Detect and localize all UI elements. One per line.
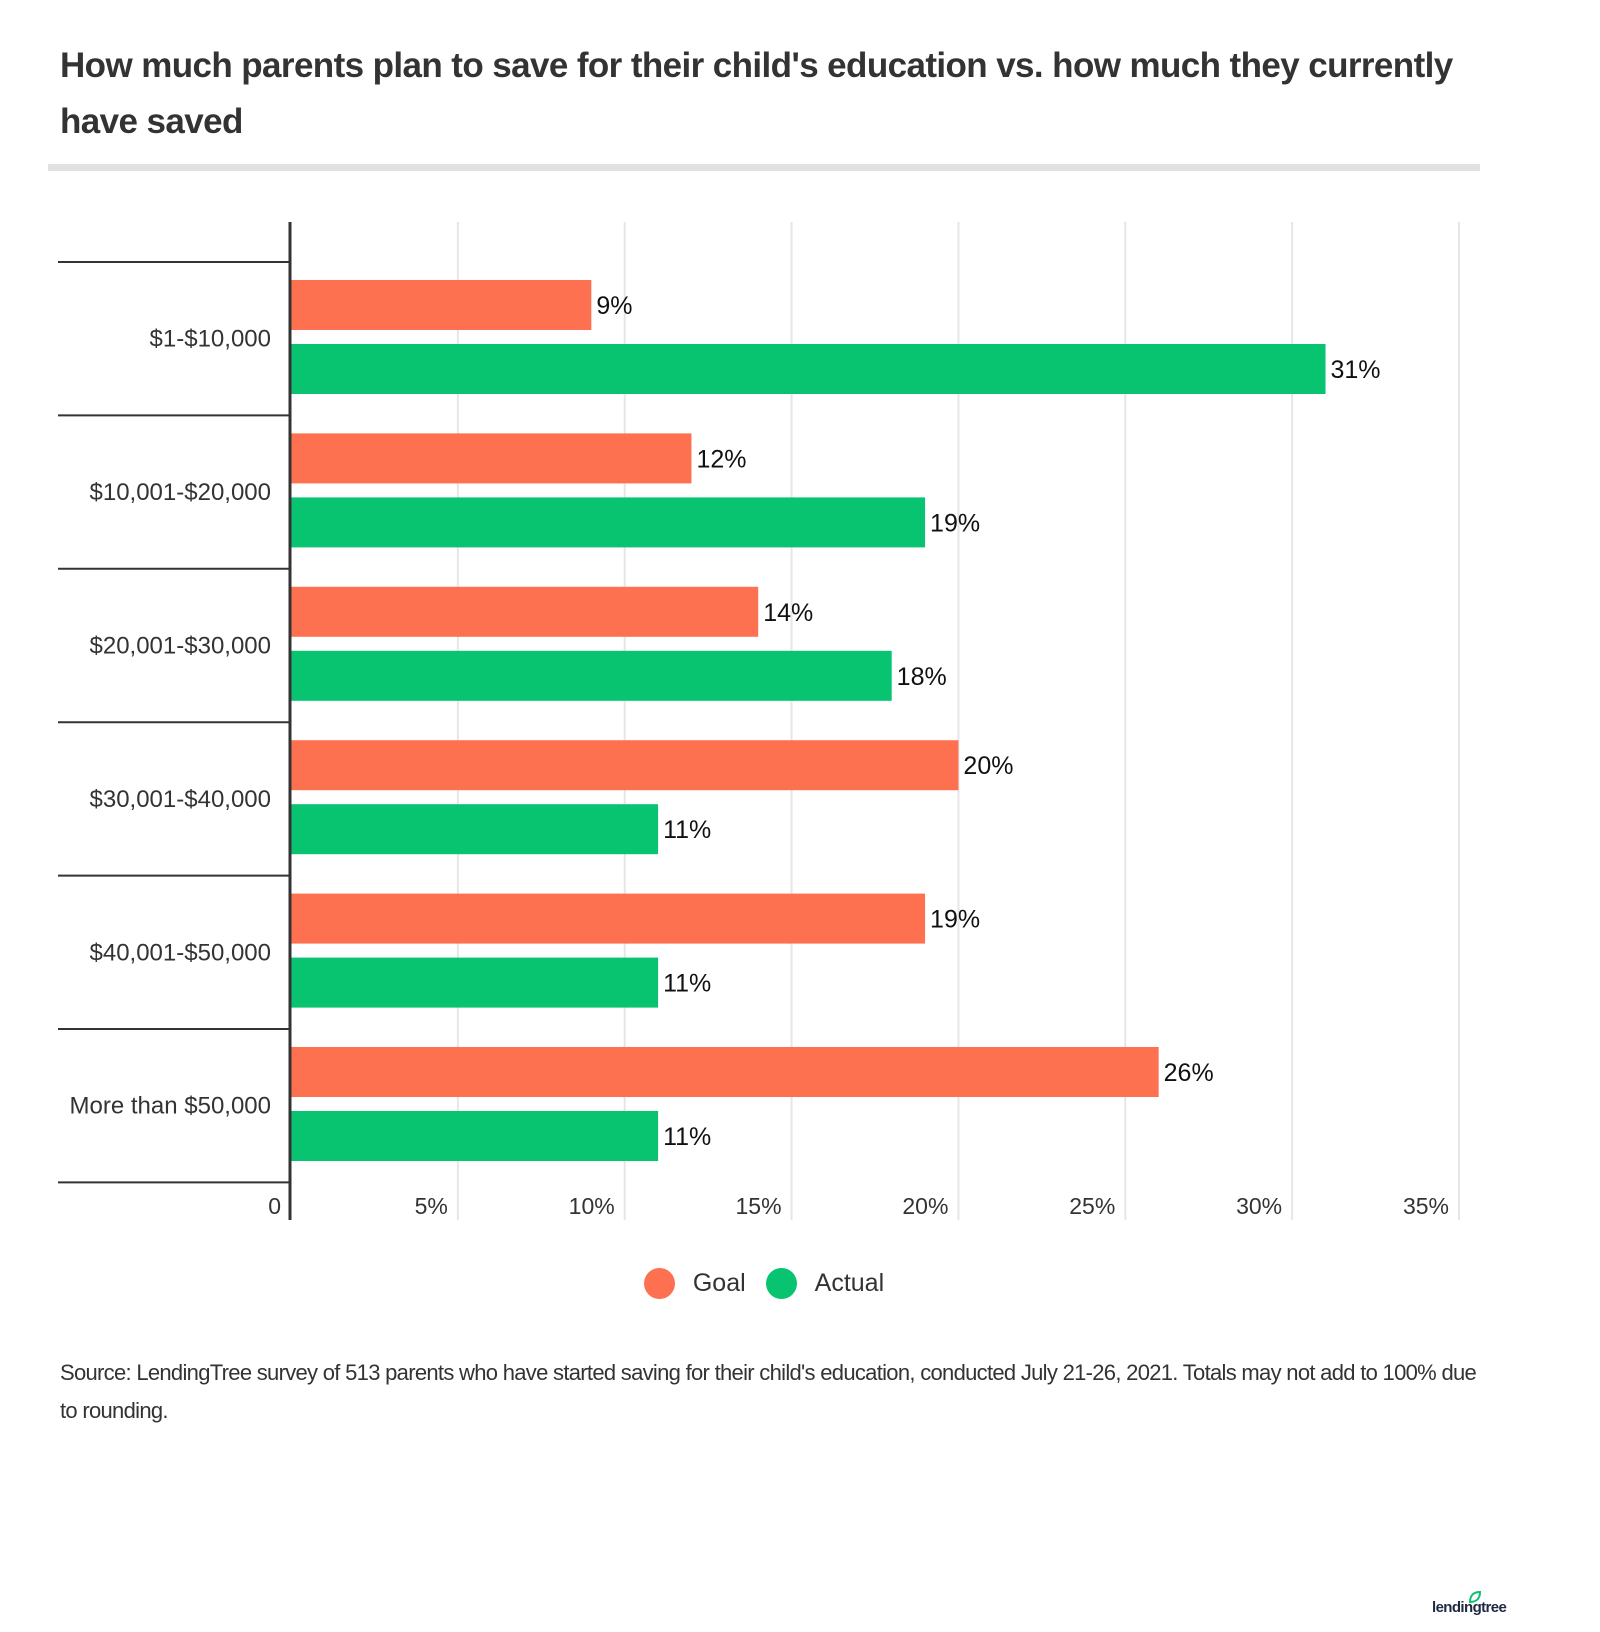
legend-label-goal: Goal bbox=[692, 1269, 746, 1297]
x-tick-label: 0 bbox=[268, 1193, 281, 1219]
bar-goal bbox=[291, 280, 592, 330]
x-tick-label: 10% bbox=[569, 1193, 615, 1219]
source-note: Source: LendingTree survey of 513 parent… bbox=[60, 1360, 1477, 1423]
bar-goal bbox=[291, 1047, 1159, 1097]
category-label: $30,001-$40,000 bbox=[90, 786, 272, 813]
bar-goal bbox=[291, 586, 759, 637]
bar-actual bbox=[291, 804, 659, 855]
bar-actual bbox=[291, 1111, 659, 1161]
data-label-actual: 11% bbox=[663, 816, 711, 844]
x-axis-ticks: 0 5% 10% 15% 20% 25% 30% 35% bbox=[268, 1193, 1449, 1219]
category-label: $20,001-$30,000 bbox=[90, 633, 272, 660]
legend: Goal Actual bbox=[0, 1268, 1528, 1299]
category-label: $10,001-$20,000 bbox=[90, 479, 272, 506]
bar-actual bbox=[291, 344, 1326, 394]
category-labels: $1-$10,000 $10,001-$20,000 $20,001-$30,000… bbox=[70, 326, 271, 1120]
data-label-actual: 31% bbox=[1331, 356, 1381, 384]
category-label: $40,001-$50,000 bbox=[90, 939, 272, 966]
bar-actual bbox=[291, 497, 926, 548]
data-label-actual: 11% bbox=[663, 1123, 711, 1151]
leaf-icon bbox=[1469, 1590, 1482, 1604]
x-tick-label: 25% bbox=[1069, 1193, 1115, 1219]
category-label: $1-$10,000 bbox=[150, 326, 271, 353]
data-label-goal: 9% bbox=[596, 292, 632, 320]
x-tick-label: 5% bbox=[415, 1193, 448, 1219]
data-label-goal: 26% bbox=[1164, 1059, 1214, 1087]
data-label-goal: 12% bbox=[696, 445, 746, 473]
bar-actual bbox=[291, 650, 892, 701]
legend-item-goal[interactable]: Goal bbox=[643, 1268, 746, 1299]
legend-item-actual[interactable]: Actual bbox=[765, 1268, 885, 1299]
bars bbox=[291, 280, 1326, 1161]
title-divider bbox=[48, 164, 1480, 171]
lendingtree-logo[interactable]: lendingtree bbox=[1432, 1590, 1507, 1616]
x-tick-label: 35% bbox=[1403, 1193, 1449, 1219]
bar-goal bbox=[291, 433, 692, 484]
data-label-goal: 20% bbox=[963, 752, 1013, 780]
bar-chart: 9% 31% 12% 19% 14% 18% 20% 11% 19% 11% 26% 11% $1-$… bbox=[58, 222, 1460, 1220]
logo-text: lendingtree bbox=[1432, 1599, 1507, 1616]
bar-actual bbox=[291, 957, 659, 1008]
data-label-actual: 11% bbox=[663, 970, 711, 998]
chart-title: How much parents plan to save for their … bbox=[60, 46, 1453, 141]
legend-swatch-goal bbox=[643, 1268, 675, 1299]
data-label-goal: 19% bbox=[930, 906, 980, 934]
bar-goal bbox=[291, 740, 959, 791]
category-label: More than $50,000 bbox=[70, 1093, 271, 1120]
legend-swatch-actual bbox=[765, 1268, 797, 1299]
x-tick-label: 20% bbox=[902, 1193, 948, 1219]
data-labels: 9% 31% 12% 19% 14% 18% 20% 11% 19% 11% 26% 11% bbox=[596, 292, 1380, 1151]
x-tick-label: 15% bbox=[736, 1193, 782, 1219]
category-separators bbox=[58, 261, 291, 1184]
x-tick-label: 30% bbox=[1236, 1193, 1282, 1219]
data-label-actual: 18% bbox=[897, 663, 947, 691]
bar-goal bbox=[291, 893, 926, 944]
legend-label-actual: Actual bbox=[814, 1269, 885, 1297]
data-label-goal: 14% bbox=[763, 599, 813, 627]
data-label-actual: 19% bbox=[930, 509, 980, 537]
